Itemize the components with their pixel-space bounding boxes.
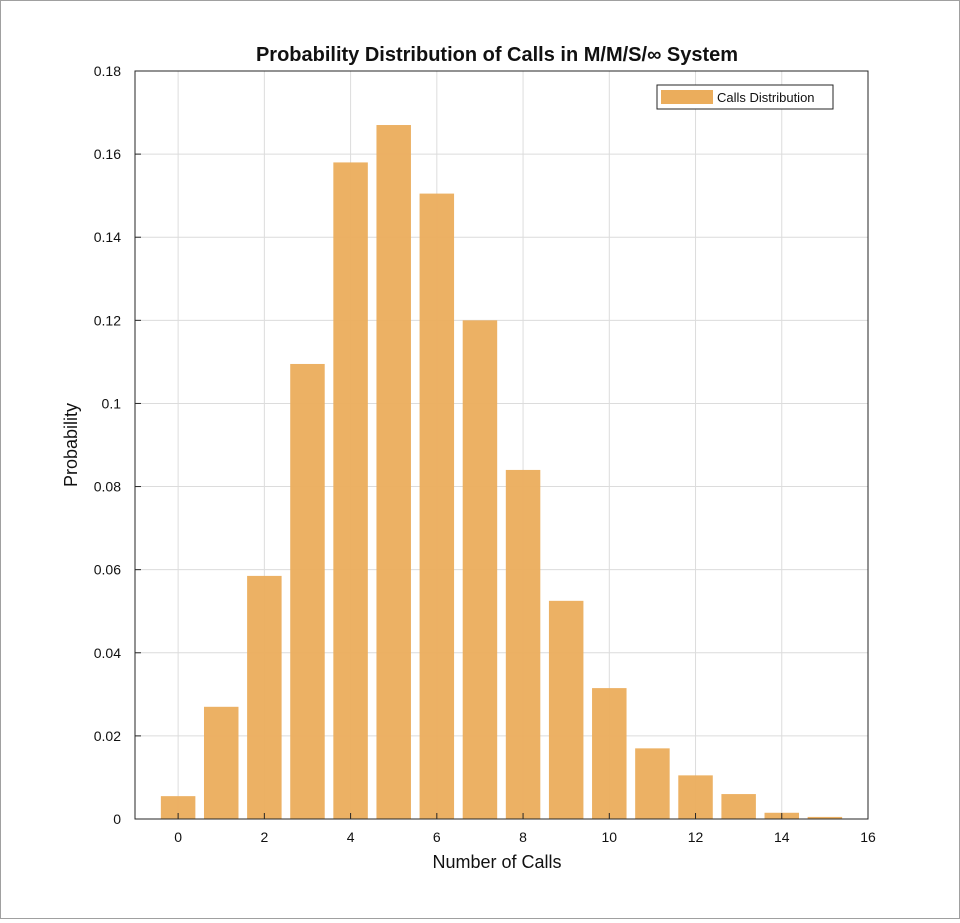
chart-title: Probability Distribution of Calls in M/M…	[256, 44, 738, 66]
bar-4	[333, 162, 368, 819]
bar-series	[160, 125, 843, 820]
legend-swatch	[661, 90, 713, 104]
y-axis-label: Probability	[61, 403, 81, 487]
x-axis-label: Number of Calls	[432, 852, 561, 872]
bar-13	[721, 794, 756, 819]
x-tick-label: 12	[688, 829, 704, 845]
legend-box	[656, 84, 834, 110]
bar-15	[807, 816, 843, 819]
y-tick-label: 0.02	[94, 728, 121, 744]
axes-box	[134, 70, 869, 820]
y-tick-label: 0	[113, 811, 121, 827]
y-tick-label: 0.14	[94, 229, 121, 245]
legend-label: Calls Distribution	[717, 90, 815, 105]
bar-11	[635, 748, 670, 819]
bar-10	[592, 688, 627, 819]
bar-7	[462, 320, 498, 819]
x-tick-label: 8	[519, 829, 527, 845]
bar-6	[419, 193, 455, 820]
y-tick-label: 0.04	[94, 645, 121, 661]
y-tick-label: 0.1	[102, 395, 122, 411]
y-tick-label: 0.08	[94, 479, 121, 495]
bar-3	[290, 363, 325, 819]
bar-9	[548, 600, 584, 819]
x-tick-label: 16	[860, 829, 876, 845]
x-tick-label: 0	[174, 829, 182, 845]
y-tick-label: 0.18	[94, 63, 121, 79]
bar-0	[160, 796, 196, 819]
x-tick-label: 6	[433, 829, 441, 845]
bar-5	[376, 125, 411, 820]
y-tick-label: 0.12	[94, 312, 121, 328]
x-axis-ticks: 0 2 4 6 8 10 12 14 16	[174, 813, 876, 845]
x-tick-label: 2	[260, 829, 268, 845]
bar-12	[678, 775, 713, 819]
x-tick-label: 4	[347, 829, 355, 845]
y-tick-label: 0.16	[94, 146, 121, 162]
bar-2	[247, 575, 282, 819]
y-axis-ticks: 0 0.02 0.04 0.06 0.08 0.1 0.12 0.14 0.16 0.18	[94, 63, 141, 827]
bar-1	[203, 706, 239, 819]
legend: Calls Distribution	[656, 84, 834, 110]
x-tick-label: 10	[602, 829, 618, 845]
y-tick-label: 0.06	[94, 562, 121, 578]
x-tick-label: 14	[774, 829, 790, 845]
plot-area	[135, 71, 868, 819]
bar-8	[505, 469, 541, 819]
